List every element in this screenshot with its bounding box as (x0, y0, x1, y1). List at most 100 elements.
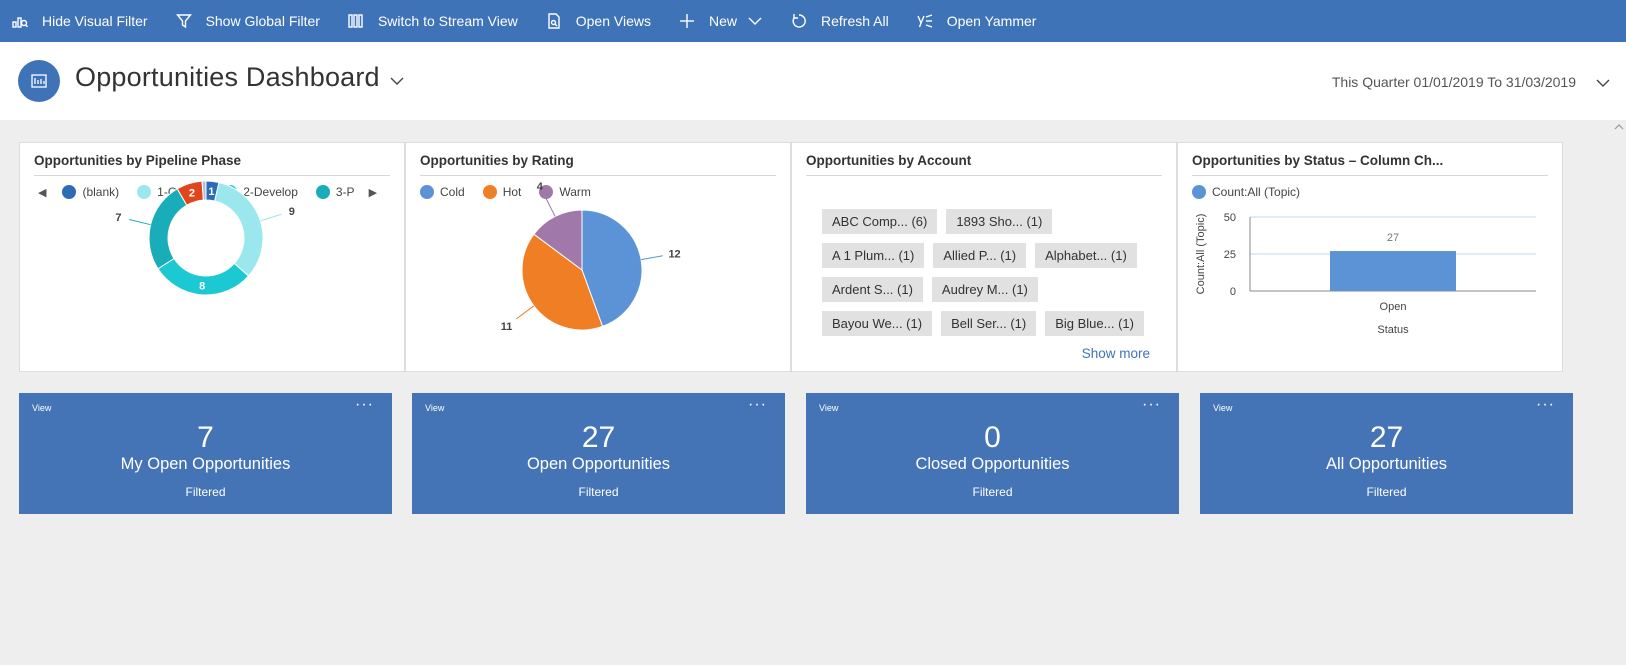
account-tag[interactable]: Alphabet... (1) (1035, 243, 1137, 268)
account-tag[interactable]: ABC Comp... (6) (822, 209, 938, 234)
divider (806, 175, 1162, 176)
donut-slice-1-Qualify[interactable] (214, 181, 264, 277)
tile-filtered-label: Filtered (972, 485, 1013, 499)
tile-label: My Open Opportunities (120, 455, 291, 473)
data-label: 11 (501, 321, 513, 333)
legend-item-propose[interactable]: 3-P (315, 185, 355, 199)
account-tag-cloud: ABC Comp... (6) 1893 Sho... (1) A 1 Plum… (822, 209, 1152, 345)
legend-prev-arrow[interactable]: ◀ (38, 186, 47, 199)
account-tag[interactable]: Big Blue... (1) (1045, 311, 1144, 336)
account-tag[interactable]: A 1 Plum... (1) (822, 243, 925, 268)
donut-slice-3-P[interactable] (148, 188, 188, 270)
account-tag[interactable]: Ardent S... (1) (822, 277, 923, 302)
status-column-chart[interactable]: 0 25 50 27 Open Status Count:All (Topic) (1178, 143, 1564, 373)
legend-dot (315, 185, 330, 199)
tile-view-link[interactable]: View (425, 403, 445, 413)
command-bar: Hide Visual Filter Show Global Filter Sw… (0, 0, 1626, 42)
visual-filter-icon (12, 17, 28, 28)
divider (1192, 175, 1548, 176)
pipeline-donut-chart[interactable]: 1 9 8 7 2 (20, 143, 406, 373)
account-tag[interactable]: Allied P... (1) (933, 243, 1027, 268)
x-tick-label: Open (1380, 301, 1407, 313)
data-label: 4 (537, 181, 544, 193)
dashboard-header: Opportunities Dashboard This Quarter 01/… (0, 42, 1626, 120)
data-label: 8 (199, 280, 205, 292)
plus-icon (679, 14, 694, 28)
status-chart-panel: Opportunities by Status – Column Ch... C… (1177, 142, 1563, 372)
data-label: 2 (189, 188, 195, 200)
tile-open-opportunities[interactable]: View ··· 27 Open Opportunities Filtered (412, 393, 785, 514)
account-tag[interactable]: 1893 Sho... (1) (946, 209, 1053, 234)
legend-label: Count:All (Topic) (1212, 185, 1301, 199)
data-label: 12 (668, 249, 680, 261)
legend-item-hot[interactable]: Hot (482, 185, 522, 199)
status-legend: Count:All (Topic) (1192, 185, 1318, 199)
chevron-down-icon[interactable] (747, 13, 763, 29)
divider (420, 175, 776, 176)
open-views-label: Open Views (575, 13, 651, 29)
date-filter-label[interactable]: This Quarter 01/01/2019 To 31/03/2019 (1331, 74, 1576, 90)
open-yammer-button[interactable]: Open Yammer (917, 0, 1051, 42)
open-views-button[interactable]: Open Views (546, 0, 665, 42)
legend-item-blank[interactable]: (blank) (62, 185, 119, 199)
rating-chart-title: Opportunities by Rating (420, 153, 574, 168)
tile-my-open-opportunities[interactable]: View ··· 7 My Open Opportunities Filtere… (19, 393, 392, 514)
tile-count: 27 (581, 421, 616, 454)
legend-label: Hot (502, 185, 522, 199)
tile-filtered-label: Filtered (578, 485, 619, 499)
dashboard-selector-chevron-icon[interactable] (388, 72, 406, 90)
more-options-icon[interactable]: ··· (1536, 396, 1555, 413)
legend-dot (420, 185, 434, 199)
tile-view-link[interactable]: View (1213, 403, 1233, 413)
tile-closed-opportunities[interactable]: View ··· 0 Closed Opportunities Filtered (806, 393, 1179, 514)
leader-line (641, 255, 663, 261)
open-yammer-label: Open Yammer (946, 13, 1037, 29)
y-tick-label: 25 (1224, 249, 1236, 261)
tile-label: Open Opportunities (526, 455, 671, 473)
show-global-filter-label: Show Global Filter (205, 13, 320, 29)
legend-item-count[interactable]: Count:All (Topic) (1192, 185, 1300, 199)
filter-icon (175, 14, 192, 29)
tile-view-link[interactable]: View (819, 403, 839, 413)
legend-item-cold[interactable]: Cold (420, 185, 465, 199)
leader-line (260, 213, 282, 222)
account-tag[interactable]: Audrey M... (1) (931, 277, 1038, 302)
y-axis-title: Count:All (Topic) (1195, 214, 1207, 295)
legend-label: Cold (440, 185, 465, 199)
refresh-all-label: Refresh All (821, 13, 889, 29)
legend-next-arrow[interactable]: ▶ (368, 186, 378, 199)
rating-pie-chart[interactable]: 12 11 4 (406, 143, 792, 373)
tile-view-link[interactable]: View (32, 403, 52, 413)
account-chart-panel: Opportunities by Account ABC Comp... (6)… (791, 142, 1177, 372)
legend-item-warm[interactable]: Warm (539, 185, 591, 199)
scroll-up-icon[interactable] (1612, 120, 1626, 134)
x-axis-title: Status (1377, 324, 1409, 336)
legend-dot (482, 185, 497, 199)
account-tag[interactable]: Bell Ser... (1) (941, 311, 1037, 336)
pie-slice-warm[interactable] (533, 209, 583, 271)
bar-value-label: 27 (1387, 232, 1399, 244)
rating-chart-panel: Opportunities by Rating Cold Hot Warm 12… (405, 142, 791, 372)
more-options-icon[interactable]: ··· (1142, 396, 1161, 413)
show-global-filter-button[interactable]: Show Global Filter (175, 0, 334, 42)
date-filter-chevron-icon[interactable] (1594, 74, 1612, 92)
donut-slice-other[interactable] (201, 180, 207, 201)
legend-dot (62, 185, 77, 199)
show-more-link[interactable]: Show more (1081, 346, 1150, 361)
tile-count: 0 (984, 421, 1001, 454)
switch-to-stream-view-button[interactable]: Switch to Stream View (348, 0, 532, 42)
tile-all-opportunities[interactable]: View ··· 27 All Opportunities Filtered (1200, 393, 1573, 514)
divider (34, 175, 390, 176)
tile-count: 27 (1369, 421, 1404, 454)
hide-visual-filter-button[interactable]: Hide Visual Filter (12, 0, 162, 42)
account-tag[interactable]: Bayou We... (1) (822, 311, 933, 336)
refresh-all-button[interactable]: Refresh All (791, 0, 903, 42)
pipeline-phase-chart-panel: Opportunities by Pipeline Phase ◀ (blank… (19, 142, 405, 372)
more-options-icon[interactable]: ··· (355, 396, 374, 413)
new-button[interactable]: New (679, 0, 777, 42)
rating-legend: Cold Hot Warm (420, 185, 609, 199)
dashboard-icon (18, 60, 60, 102)
more-options-icon[interactable]: ··· (748, 396, 767, 413)
tile-filtered-label: Filtered (185, 485, 226, 499)
bar-open[interactable] (1330, 251, 1456, 291)
